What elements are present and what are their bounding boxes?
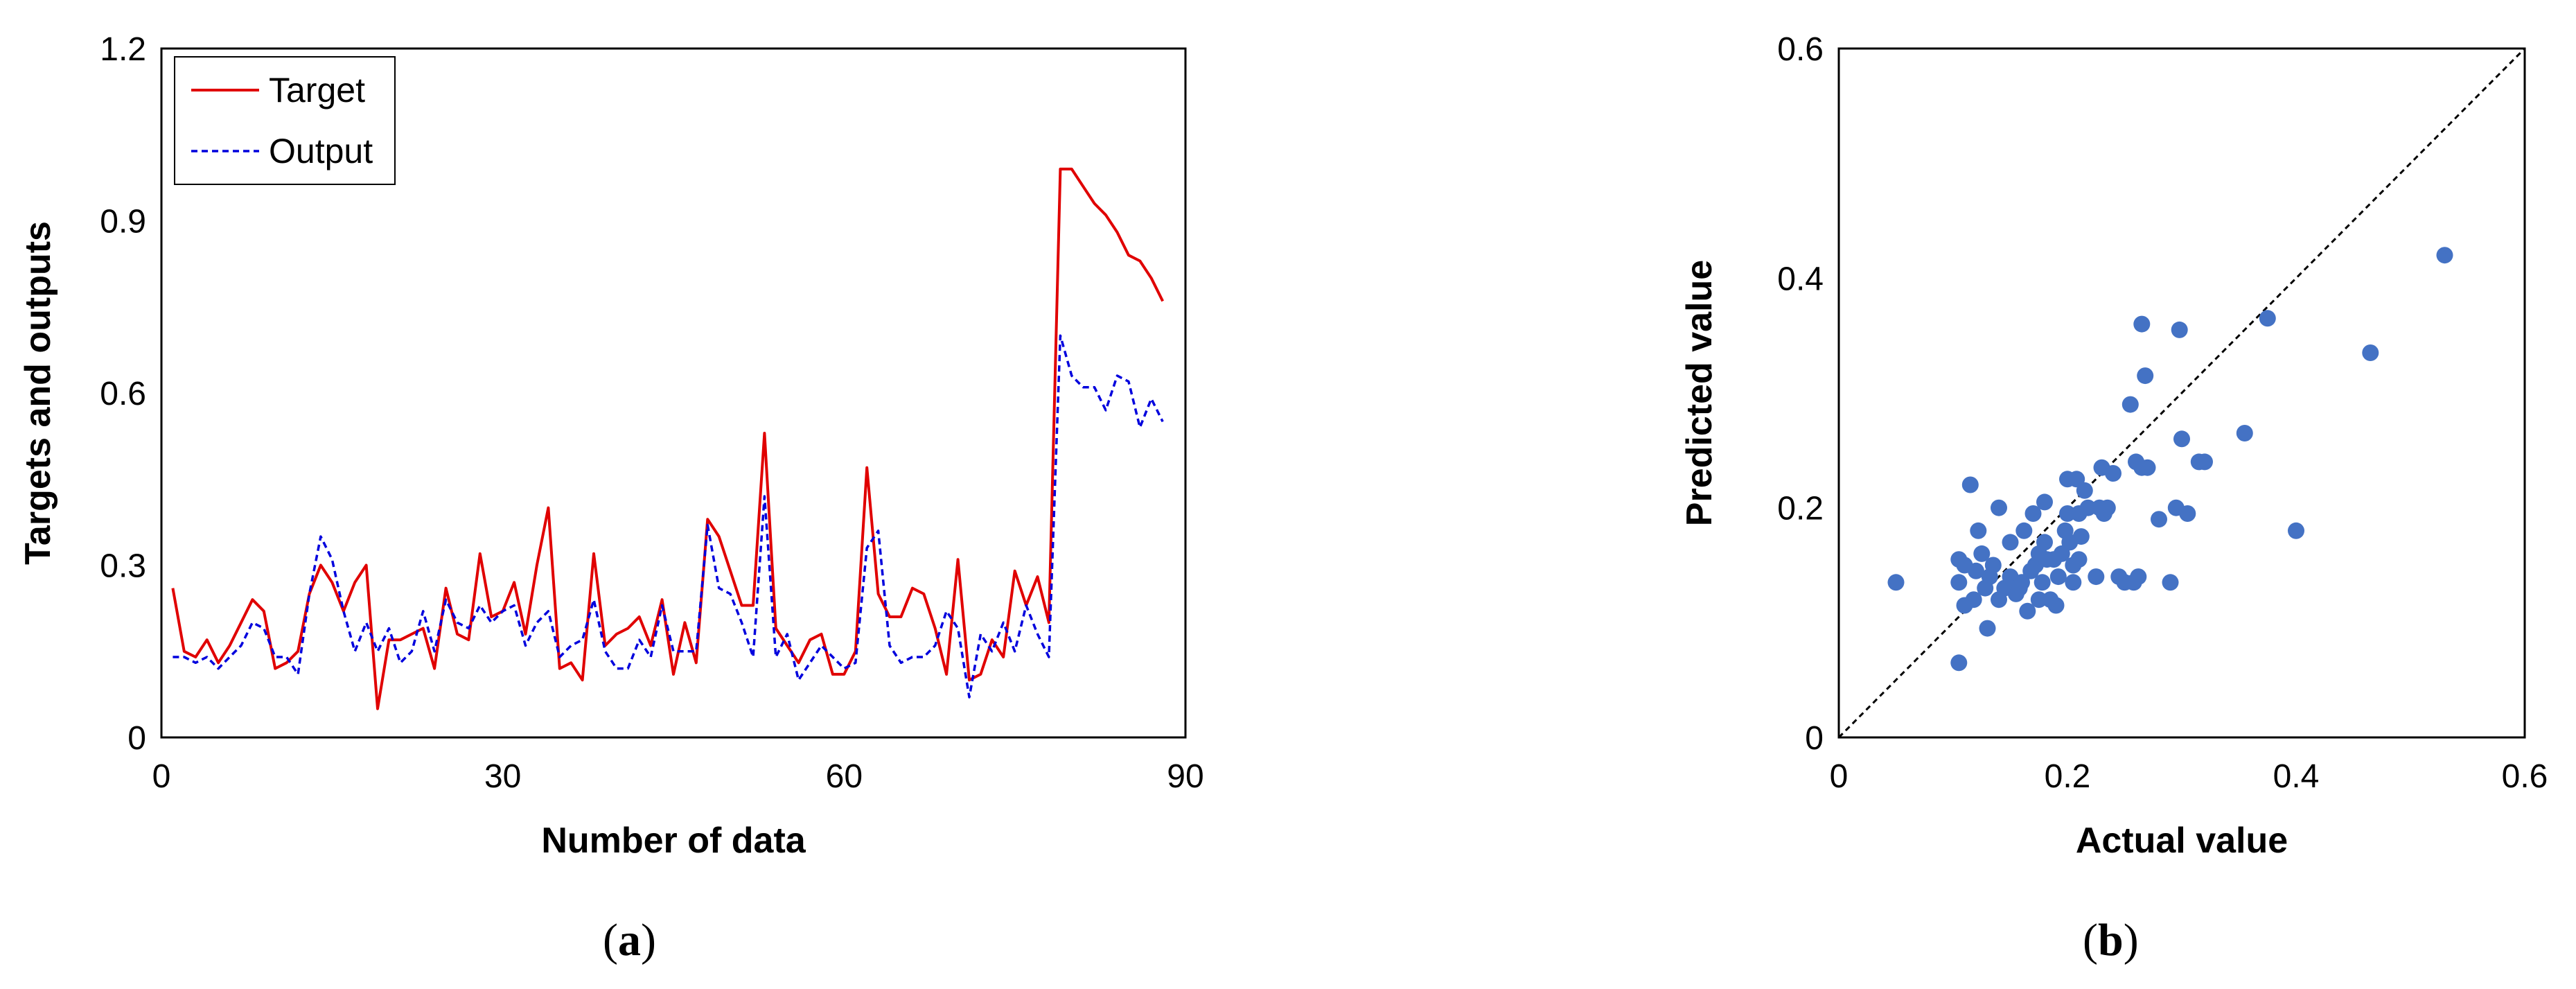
scatter-chart-panel: 0 0.2 0.4 0.6 0 0.2 0.4 0.6 Actual value Predi… [1679, 31, 2548, 965]
line-chart-x-tick-label: 0 [152, 758, 171, 795]
scatter-reference-line [1837, 47, 2526, 739]
scatter-point [2099, 499, 2116, 516]
scatter-chart-plot-frame [1837, 47, 2526, 739]
scatter-point [1973, 545, 1991, 562]
scatter-x-tick-label: 0 [1830, 758, 1849, 795]
scatter-point [2088, 568, 2105, 586]
scatter-point [2130, 568, 2147, 586]
scatter-chart-x-axis-title: Actual value [2076, 821, 2288, 861]
scatter-y-tick-label: 0.6 [1777, 31, 1824, 68]
scatter-point [2059, 505, 2076, 522]
scatter-point [2019, 602, 2036, 620]
scatter-point [2133, 315, 2151, 333]
scatter-point [2236, 425, 2253, 441]
panel-a-caption: (a) [603, 915, 656, 965]
scatter-point [2047, 597, 2065, 614]
scatter-point [2137, 367, 2154, 385]
line-chart-x-tick-label: 90 [1167, 758, 1203, 795]
scatter-point [2151, 511, 2167, 528]
scatter-point [2139, 459, 2156, 476]
scatter-y-tick-label: 0.2 [1777, 491, 1824, 527]
scatter-point [1965, 591, 1982, 609]
scatter-point [1970, 522, 1987, 539]
scatter-point [1887, 574, 1905, 591]
scatter-point [2076, 482, 2093, 499]
scatter-point [2162, 574, 2179, 591]
line-chart-x-tick-label: 60 [826, 758, 863, 795]
scatter-point [2173, 430, 2190, 448]
series-line-target [171, 167, 1164, 710]
scatter-point [2070, 551, 2088, 568]
scatter-point [1991, 499, 2007, 516]
scatter-point [2002, 534, 2019, 551]
scatter-y-tick-label: 0.4 [1777, 261, 1824, 297]
scatter-x-tick-label: 0.6 [2502, 758, 2548, 795]
series-line-output [173, 334, 1164, 699]
panel-b-caption: (b) [2083, 915, 2139, 965]
line-chart-plot-frame [160, 47, 1187, 739]
scatter-point [2288, 522, 2304, 539]
legend-target-label: Target [269, 71, 365, 110]
line-chart-x-tick-label: 30 [484, 758, 521, 795]
scatter-point [1950, 654, 1968, 672]
scatter-point [2013, 574, 2030, 591]
line-chart-x-ticks: 0 30 60 90 [152, 758, 1204, 795]
legend-output-label: Output [269, 132, 373, 170]
scatter-point [2034, 574, 2051, 591]
legend-box [174, 56, 396, 185]
scatter-point [2015, 522, 2033, 539]
scatter-point [1950, 574, 1968, 591]
scatter-point [2072, 528, 2090, 545]
scatter-chart-x-ticks: 0 0.2 0.4 0.6 [1830, 758, 2548, 795]
scatter-point [2362, 344, 2379, 361]
scatter-point [2036, 493, 2053, 511]
scatter-y-tick-label: 0 [1805, 720, 1824, 757]
scatter-point [2036, 534, 2053, 551]
scatter-point [2179, 505, 2196, 522]
scatter-point [2105, 465, 2121, 482]
scatter-points-group [1887, 247, 2453, 672]
scatter-point [2259, 310, 2276, 327]
scatter-chart-y-ticks: 0 0.2 0.4 0.6 [1777, 31, 1824, 757]
scatter-point [2024, 505, 2042, 522]
line-chart-y-tick-label: 0.9 [100, 204, 146, 240]
line-chart-panel: 0 0.3 0.6 0.9 1.2 0 30 60 90 Target Output Numb… [18, 31, 1204, 965]
scatter-chart-y-axis-title: Predicted value [1679, 260, 1720, 526]
scatter-x-tick-label: 0.2 [2045, 758, 2091, 795]
line-chart-y-tick-label: 0.3 [100, 548, 146, 585]
scatter-point [1979, 620, 1996, 637]
scatter-point [2030, 591, 2047, 609]
line-chart-series-group [171, 167, 1164, 710]
scatter-point [2121, 396, 2139, 413]
scatter-point [2436, 247, 2453, 264]
line-chart-y-tick-label: 0 [127, 720, 146, 757]
line-chart-legend: Target Output [174, 56, 396, 185]
line-chart-y-axis-title: Targets and outputs [18, 221, 58, 565]
scatter-x-tick-label: 0.4 [2273, 758, 2320, 795]
scatter-point [2079, 499, 2097, 516]
scatter-point [2049, 568, 2067, 586]
scatter-point [1968, 562, 1984, 579]
scatter-point [1984, 557, 2002, 574]
line-chart-y-tick-label: 0.6 [100, 376, 146, 412]
line-chart-x-axis-title: Number of data [541, 821, 806, 861]
line-chart-y-ticks: 0 0.3 0.6 0.9 1.2 [100, 31, 146, 757]
line-chart-y-tick-label: 1.2 [100, 31, 146, 68]
scatter-point [2065, 574, 2082, 591]
scatter-point [2196, 453, 2213, 471]
scatter-point [2171, 321, 2188, 338]
scatter-point [1961, 476, 1979, 493]
